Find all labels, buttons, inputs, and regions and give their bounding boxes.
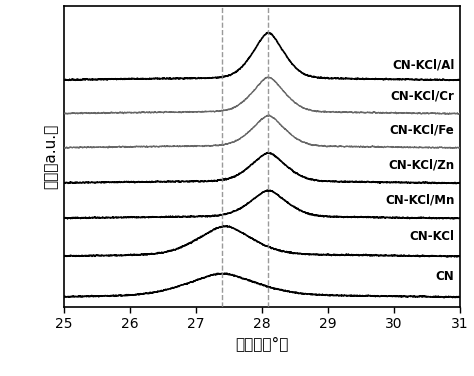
Text: CN-KCl/Fe: CN-KCl/Fe xyxy=(390,124,455,136)
Text: CN-KCl/Al: CN-KCl/Al xyxy=(392,59,455,72)
Text: CN: CN xyxy=(436,270,455,282)
Y-axis label: 强度（a.u.）: 强度（a.u.） xyxy=(44,123,58,189)
X-axis label: 衍射角（°）: 衍射角（°） xyxy=(235,337,289,352)
Text: CN-KCl: CN-KCl xyxy=(410,230,455,243)
Text: CN-KCl/Mn: CN-KCl/Mn xyxy=(385,194,455,206)
Text: CN-KCl/Cr: CN-KCl/Cr xyxy=(391,89,455,103)
Text: CN-KCl/Zn: CN-KCl/Zn xyxy=(388,158,455,171)
